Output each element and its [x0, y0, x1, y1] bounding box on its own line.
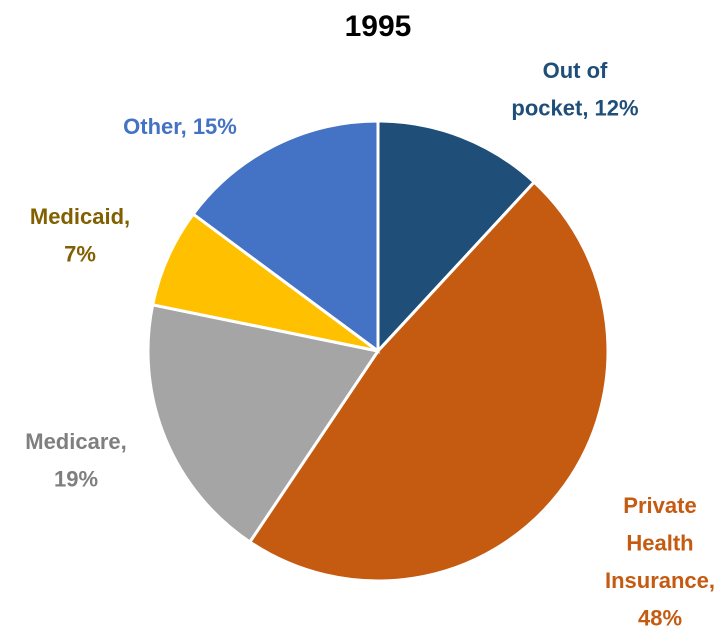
data-label: 48% [638, 605, 682, 630]
data-label: Medicaid, [30, 204, 130, 229]
chart-title: 1995 [345, 10, 412, 43]
data-label: Out of [543, 58, 608, 83]
pie-slice [146, 303, 381, 545]
pie-slice [191, 119, 380, 354]
data-label: 19% [54, 466, 98, 491]
data-label: Health [626, 530, 693, 555]
data-label: Private [623, 493, 696, 518]
data-label: Medicare, [25, 429, 127, 454]
data-label: pocket, 12% [511, 95, 638, 120]
data-label: Insurance, [605, 568, 715, 593]
data-label: Other, 15% [123, 114, 237, 139]
pie-slice [376, 119, 537, 355]
data-label: 7% [64, 241, 96, 266]
pie-slice [247, 180, 610, 583]
